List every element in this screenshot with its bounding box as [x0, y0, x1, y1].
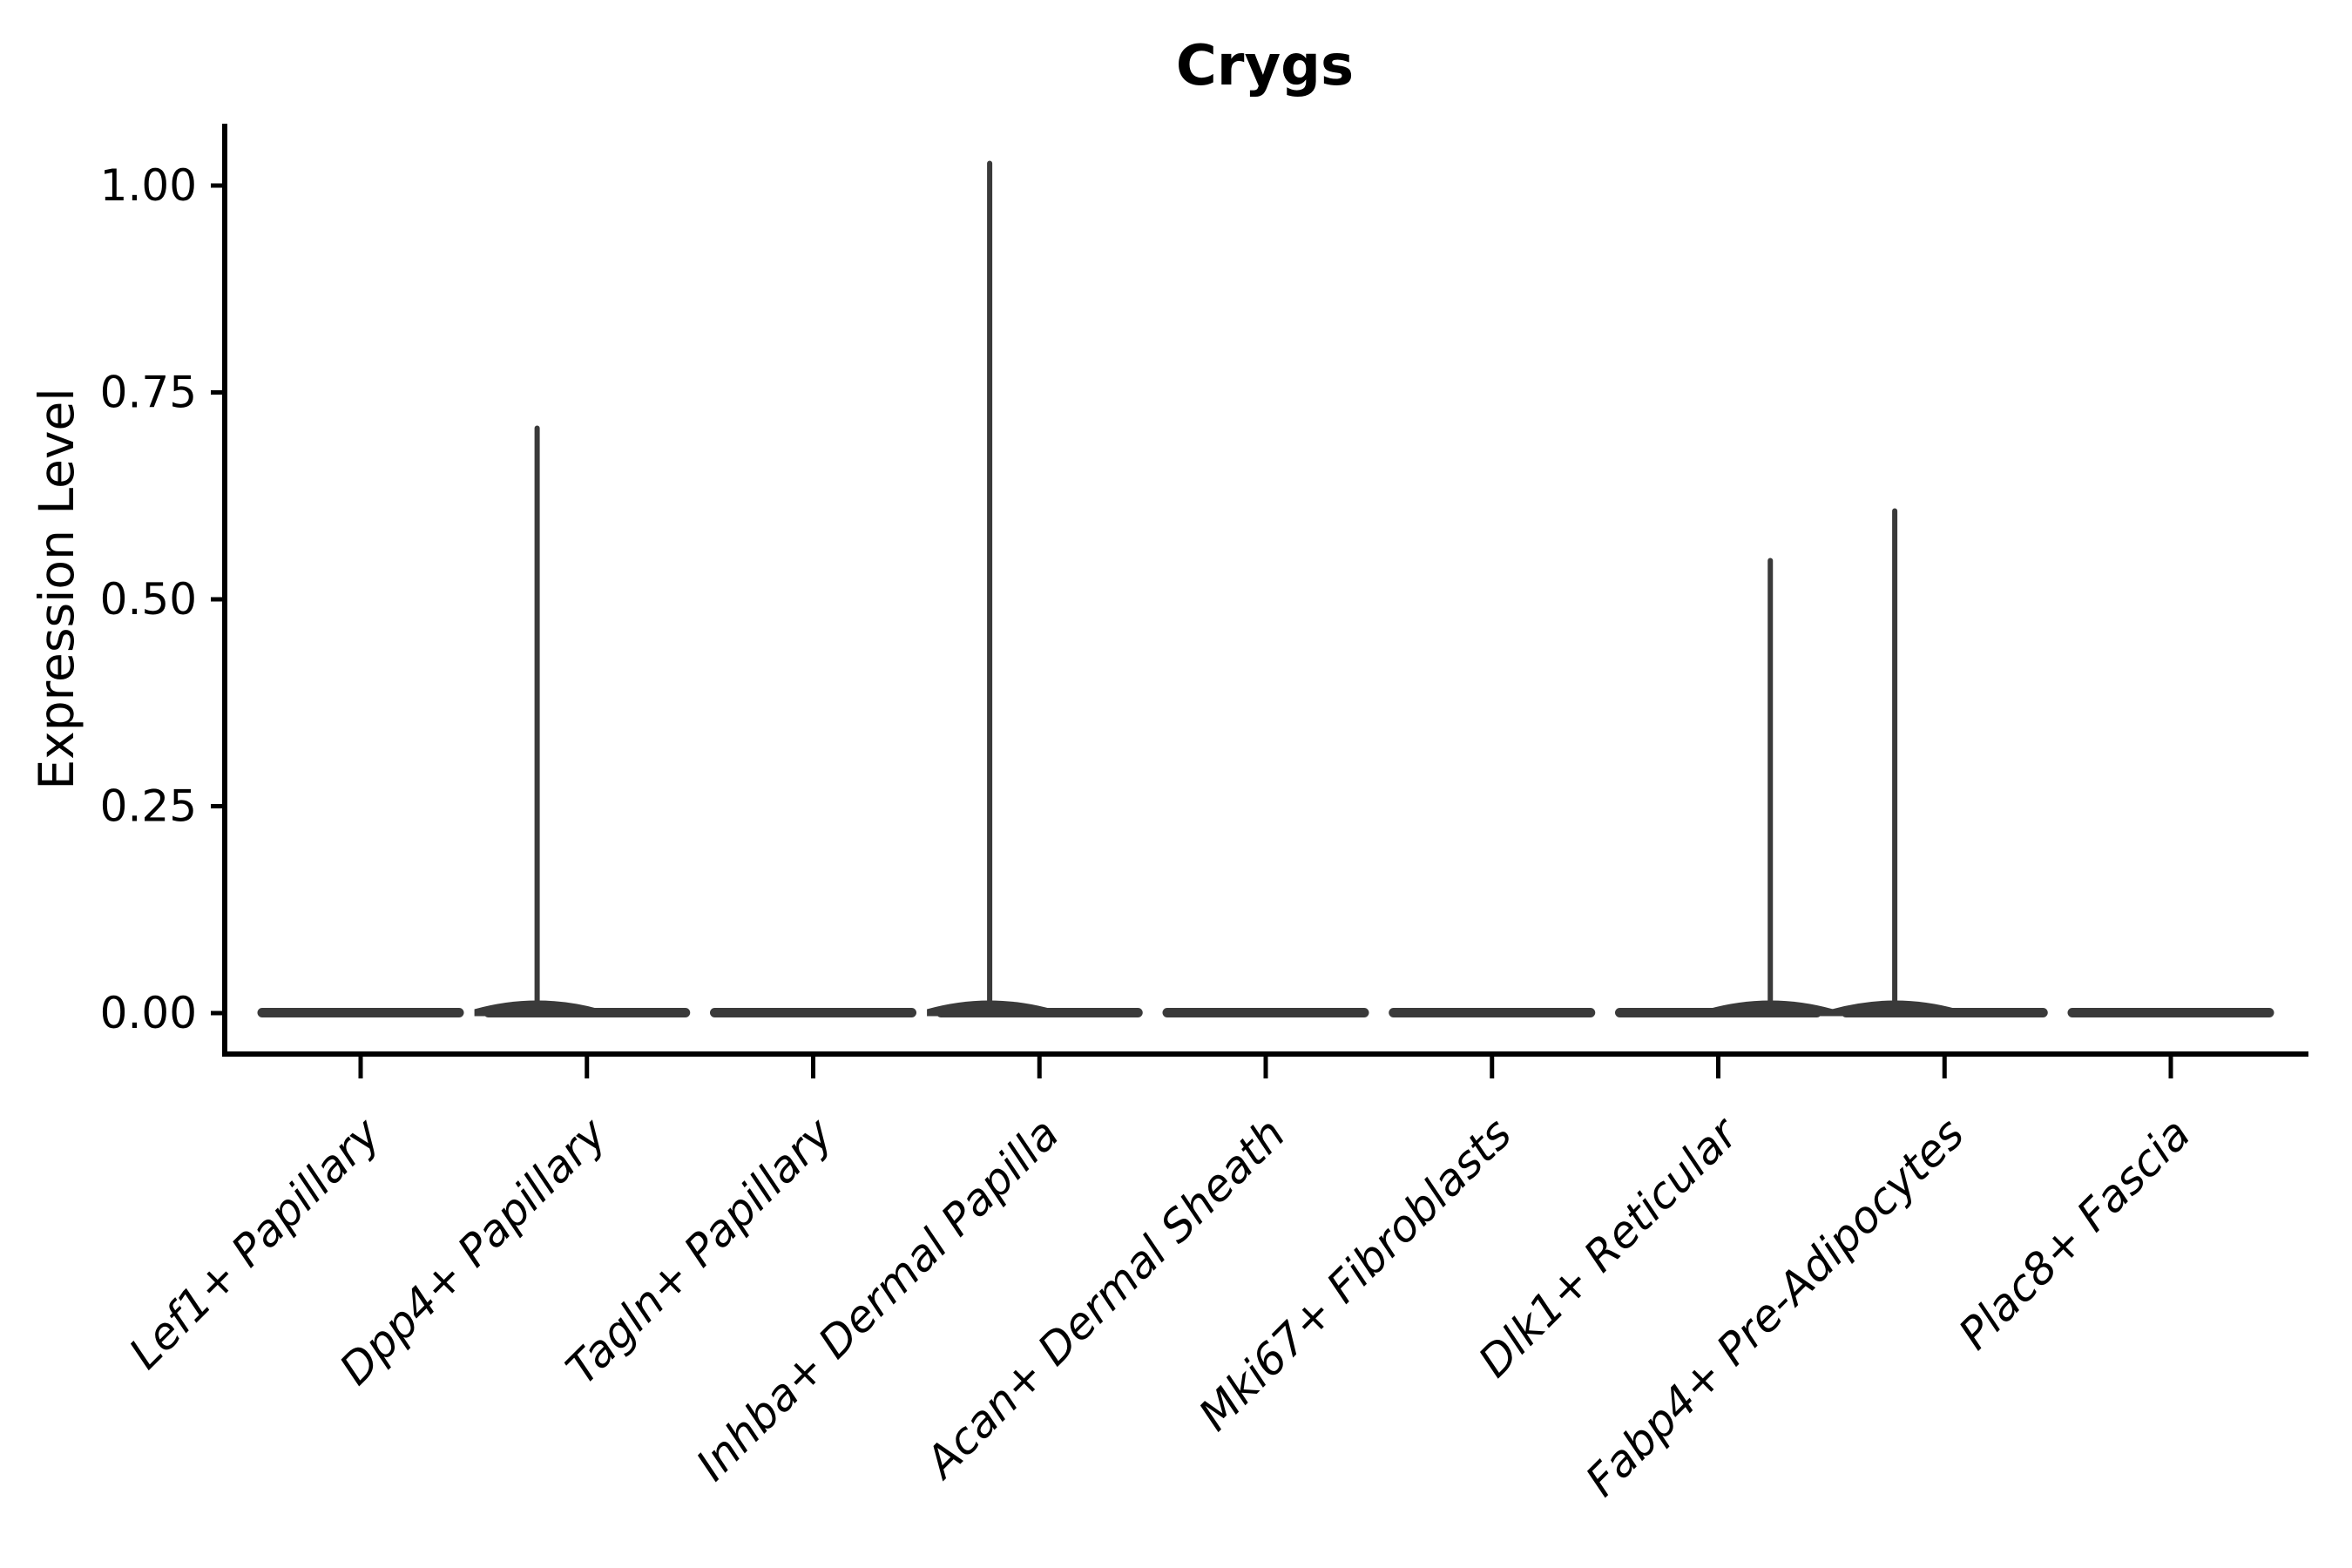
y-tick-label: 1.00: [100, 160, 197, 211]
x-tick-label: Plac8+ Fascia: [1950, 1108, 2200, 1359]
y-axis-label: Expression Level: [29, 388, 84, 789]
chart-title: Crygs: [1176, 34, 1354, 98]
y-axis-ticks: 0.00 0.25 0.50 0.75 1.00: [100, 160, 225, 1038]
violins: [257, 160, 2274, 1017]
y-tick-label: 0.25: [100, 781, 197, 832]
y-tick-label: 0.00: [100, 988, 197, 1038]
y-tick-label: 0.50: [100, 574, 197, 625]
y-tick-label: 0.75: [100, 368, 197, 418]
x-tick-label: Inhba+ Dermal Papilla: [686, 1108, 1068, 1490]
x-tick-label: Acan+ Dermal Sheath: [915, 1108, 1295, 1489]
x-tick-label: Fabp4+ Pre-Adipocytes: [1576, 1108, 1974, 1506]
